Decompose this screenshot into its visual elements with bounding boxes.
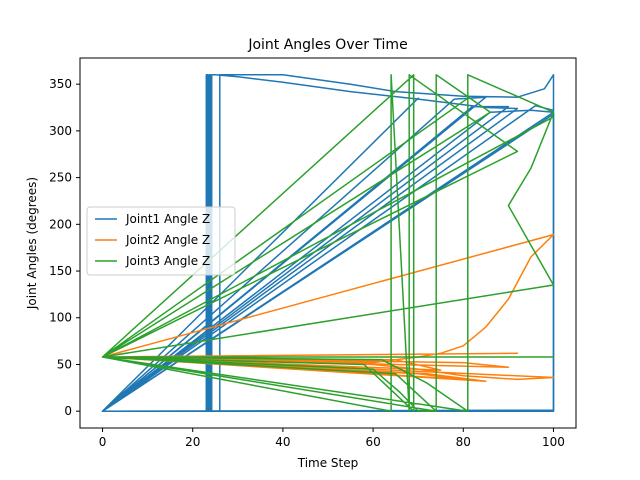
legend-label: Joint3 Angle Z — [125, 254, 210, 268]
x-tick-label: 60 — [365, 435, 380, 449]
legend-label: Joint1 Angle Z — [125, 212, 210, 226]
y-tick-label: 200 — [49, 217, 72, 231]
x-axis-label: Time Step — [297, 456, 359, 470]
y-tick-label: 150 — [49, 264, 72, 278]
series-line-2-1 — [101, 233, 555, 383]
y-tick-label: 350 — [49, 77, 72, 91]
series-line-1-2 — [101, 74, 555, 412]
legend-box — [86, 206, 236, 276]
y-tick-label: 50 — [57, 357, 72, 371]
plot-frame — [79, 57, 577, 429]
x-tick-label: 20 — [185, 435, 200, 449]
legend-label: Joint2 Angle Z — [125, 233, 210, 247]
y-tick-label: 0 — [64, 404, 72, 418]
y-tick-label: 250 — [49, 171, 72, 185]
y-axis: 0 50 100 150 200 250 300 350 — [49, 77, 80, 418]
legend: Joint1 Angle Z Joint2 Angle Z Joint3 Angle… — [86, 206, 236, 276]
x-tick-label: 100 — [542, 435, 565, 449]
x-tick-label: 40 — [275, 435, 290, 449]
x-tick-label: 80 — [456, 435, 471, 449]
plot-lines — [101, 74, 555, 412]
x-tick-label: 0 — [99, 435, 107, 449]
x-axis: 0 20 40 60 80 100 — [99, 428, 565, 449]
chart-title: Joint Angles Over Time — [247, 37, 407, 53]
y-tick-label: 100 — [49, 311, 72, 325]
y-axis-label: Joint Angles (degrees) — [25, 177, 39, 310]
series-line-3-1 — [101, 74, 555, 412]
y-tick-label: 300 — [49, 124, 72, 138]
